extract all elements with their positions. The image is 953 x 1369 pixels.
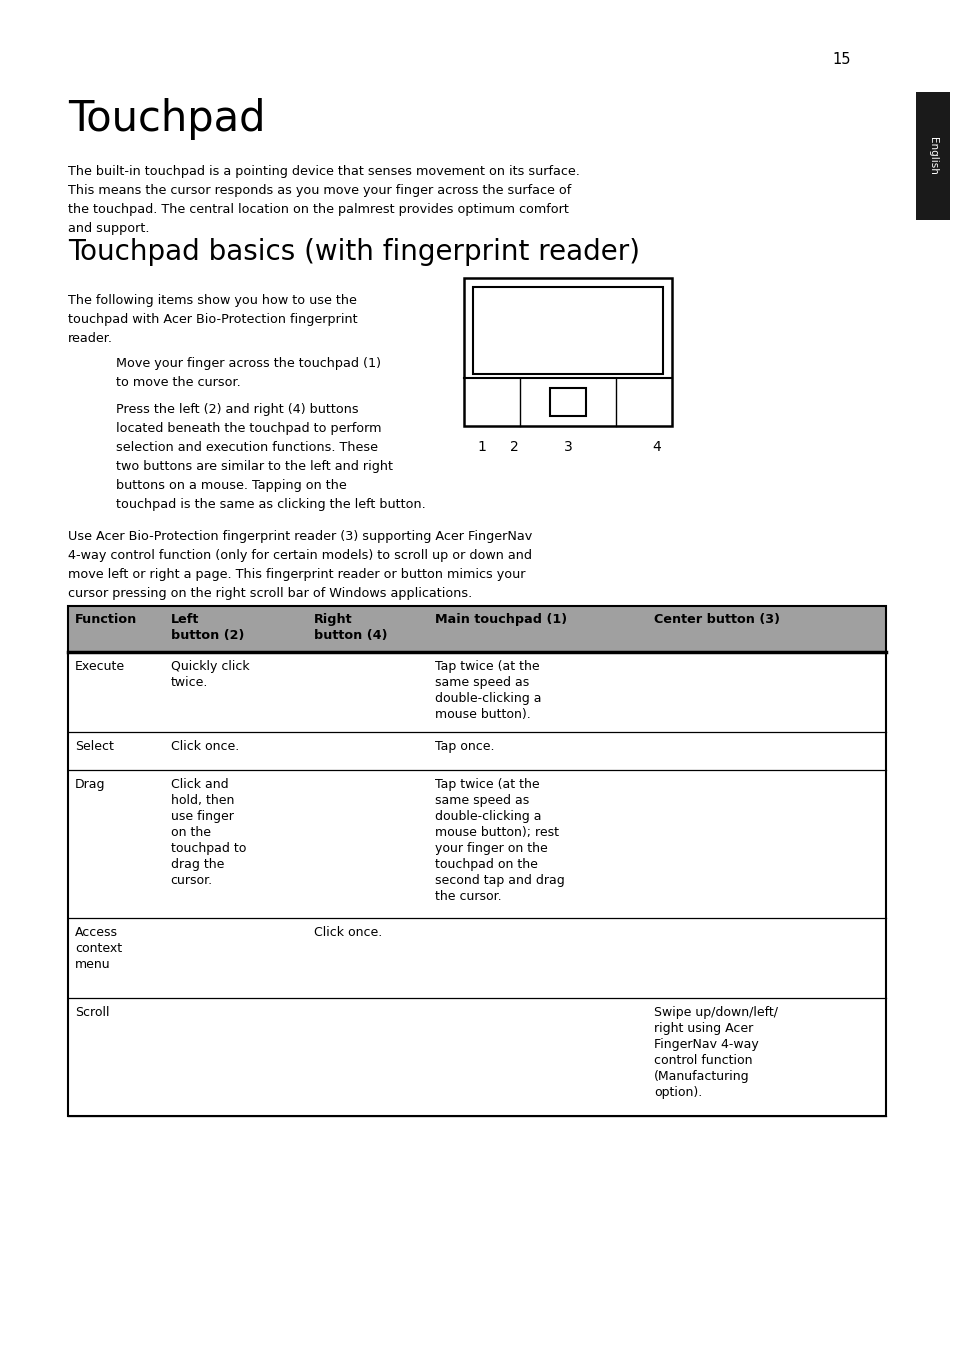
Text: The following items show you how to use the: The following items show you how to use … [68,294,356,307]
Text: buttons on a mouse. Tapping on the: buttons on a mouse. Tapping on the [116,479,346,491]
Text: Touchpad basics (with fingerprint reader): Touchpad basics (with fingerprint reader… [68,238,639,266]
Bar [473,287,662,374]
Text: touchpad with Acer Bio-Protection fingerprint: touchpad with Acer Bio-Protection finger… [68,314,357,326]
Text: reader.: reader. [68,333,112,345]
Text: and support.: and support. [68,222,150,235]
Text: two buttons are similar to the left and right: two buttons are similar to the left and … [116,460,393,474]
Text: Click once.: Click once. [171,741,238,753]
Text: The built-in touchpad is a pointing device that senses movement on its surface.: The built-in touchpad is a pointing devi… [68,166,579,178]
Text: Left
button (2): Left button (2) [171,613,244,642]
Text: Tap twice (at the
same speed as
double-clicking a
mouse button).: Tap twice (at the same speed as double-c… [435,660,541,721]
Text: selection and execution functions. These: selection and execution functions. These [116,441,377,455]
Text: Swipe up/down/left/
right using Acer
FingerNav 4-way
control function
(Manufactu: Swipe up/down/left/ right using Acer Fin… [654,1006,778,1099]
Bar [68,652,885,732]
Text: Click and
hold, then
use finger
on the
touchpad to
drag the
cursor.: Click and hold, then use finger on the t… [171,778,246,887]
Text: the touchpad. The central location on the palmrest provides optimum comfort: the touchpad. The central location on th… [68,203,568,216]
Text: touchpad is the same as clicking the left button.: touchpad is the same as clicking the lef… [116,498,425,511]
Bar [68,998,885,1116]
Text: Touchpad: Touchpad [68,99,265,140]
Bar [68,606,885,1116]
Text: move left or right a page. This fingerprint reader or button mimics your: move left or right a page. This fingerpr… [68,568,525,580]
Text: 1: 1 [477,439,486,455]
Bar [68,769,885,919]
Text: Function: Function [75,613,137,626]
Text: 2: 2 [509,439,517,455]
Text: 3: 3 [563,439,572,455]
Text: 15: 15 [831,52,850,67]
Text: Quickly click
twice.: Quickly click twice. [171,660,249,689]
Text: Press the left (2) and right (4) buttons: Press the left (2) and right (4) buttons [116,402,358,416]
Text: Scroll: Scroll [75,1006,110,1019]
Bar [68,606,885,652]
Text: Use Acer Bio-Protection fingerprint reader (3) supporting Acer FingerNav: Use Acer Bio-Protection fingerprint read… [68,530,532,543]
Text: cursor pressing on the right scroll bar of Windows applications.: cursor pressing on the right scroll bar … [68,587,472,600]
Text: located beneath the touchpad to perform: located beneath the touchpad to perform [116,422,381,435]
Text: Tap once.: Tap once. [435,741,494,753]
Text: This means the cursor responds as you move your finger across the surface of: This means the cursor responds as you mo… [68,183,571,197]
Text: Move your finger across the touchpad (1): Move your finger across the touchpad (1) [116,357,380,370]
Text: Drag: Drag [75,778,106,791]
Text: Access
context
menu: Access context menu [75,925,122,971]
Text: Center button (3): Center button (3) [654,613,780,626]
Text: English: English [927,137,937,175]
Text: Right
button (4): Right button (4) [314,613,387,642]
Text: Main touchpad (1): Main touchpad (1) [435,613,566,626]
Text: 4-way control function (only for certain models) to scroll up or down and: 4-way control function (only for certain… [68,549,532,563]
Text: 4: 4 [652,439,660,455]
Bar [68,732,885,769]
Bar [68,919,885,998]
Text: Tap twice (at the
same speed as
double-clicking a
mouse button); rest
your finge: Tap twice (at the same speed as double-c… [435,778,564,904]
Bar [463,278,671,426]
Text: Execute: Execute [75,660,125,674]
Text: to move the cursor.: to move the cursor. [116,376,240,389]
Text: Click once.: Click once. [314,925,382,939]
Text: Select: Select [75,741,113,753]
Bar [915,92,949,220]
Bar [550,387,585,416]
